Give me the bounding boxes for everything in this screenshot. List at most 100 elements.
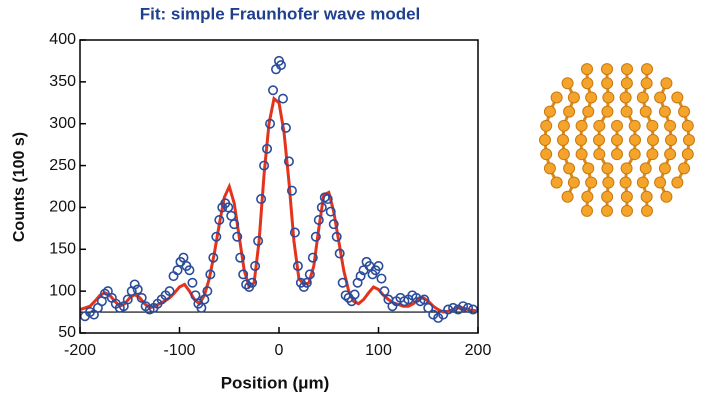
atom [601,105,614,118]
atom [561,77,574,90]
data-point [313,214,324,225]
atom [575,119,588,132]
atom [601,77,614,90]
atom [593,119,606,132]
plot-frame [79,39,479,334]
data-point [468,304,479,315]
atom [683,134,695,146]
data-point [376,273,387,284]
data-point [136,292,147,303]
atom [628,119,641,132]
y-tick-label: 150 [49,241,76,258]
x-tick-label: -100 [163,342,195,359]
atom [575,148,588,161]
atom [611,148,623,161]
data-point [253,235,264,246]
atom [557,148,570,161]
y-tick-label: 350 [49,73,76,90]
data-point [307,252,318,263]
y-tick-label: 100 [49,282,76,299]
data-point [292,261,303,272]
data-point [379,286,390,297]
data-point [265,118,276,129]
data-point [448,302,459,313]
atom [611,119,623,132]
atom [640,190,653,203]
chart-title: Fit: simple Fraunhofer wave model [140,4,421,23]
y-tick-label: 250 [49,157,76,174]
atom [654,91,667,104]
data-point [235,252,246,263]
atom [678,162,691,175]
data-point [283,156,294,167]
atom [581,63,594,76]
data-point [164,286,175,297]
data-point [316,202,327,213]
data-point [419,294,430,305]
data-point [458,301,469,312]
atom [647,134,659,146]
data-point [214,214,225,225]
atom [567,176,580,189]
data-point [247,277,258,288]
data-point [331,231,342,242]
atom [582,162,595,175]
x-tick-label: 200 [465,342,492,359]
data-point [172,265,183,276]
data-point [232,231,243,242]
data-point [196,302,207,313]
data-point [238,269,249,280]
atom [567,91,580,104]
data-point [334,248,345,259]
data-point [178,252,189,263]
data-point [428,309,439,320]
data-point [268,85,279,96]
atom [575,134,587,146]
data-point [250,261,261,272]
atom [601,204,614,217]
data-point [423,302,434,313]
atom [620,105,633,118]
fullerene-illustration [539,63,695,217]
data-point [256,194,267,205]
data-point [453,304,464,315]
y-axis-label: Counts (100 s) [11,132,28,242]
atom [620,162,633,175]
atom [629,134,641,146]
x-axis-label: Position (μm) [221,373,330,392]
y-tick-label: 200 [49,199,76,216]
data-point [223,202,234,213]
data-point [226,210,237,221]
atom [543,105,556,118]
atom [582,105,595,118]
data-point [262,143,273,154]
atom [654,176,667,189]
atom [664,119,677,132]
data-point [259,160,270,171]
data-point [310,231,321,242]
atom [619,176,632,189]
atom [671,91,684,104]
atom [658,105,671,118]
atom [602,176,615,189]
atom [540,119,553,132]
atom [660,190,673,203]
data-point [211,231,222,242]
atom [628,148,641,161]
atom [640,63,653,76]
data-point [443,304,454,315]
y-tick-label: 50 [58,324,76,341]
data-point [322,194,333,205]
atom [563,105,576,118]
atom [639,105,652,118]
atom [639,162,652,175]
data-point [202,286,213,297]
data-point [132,284,143,295]
atom [585,176,598,189]
atom [550,91,563,104]
atom [581,77,594,90]
x-tick-label: -200 [64,342,96,359]
atom [601,190,614,203]
atom [581,204,594,217]
